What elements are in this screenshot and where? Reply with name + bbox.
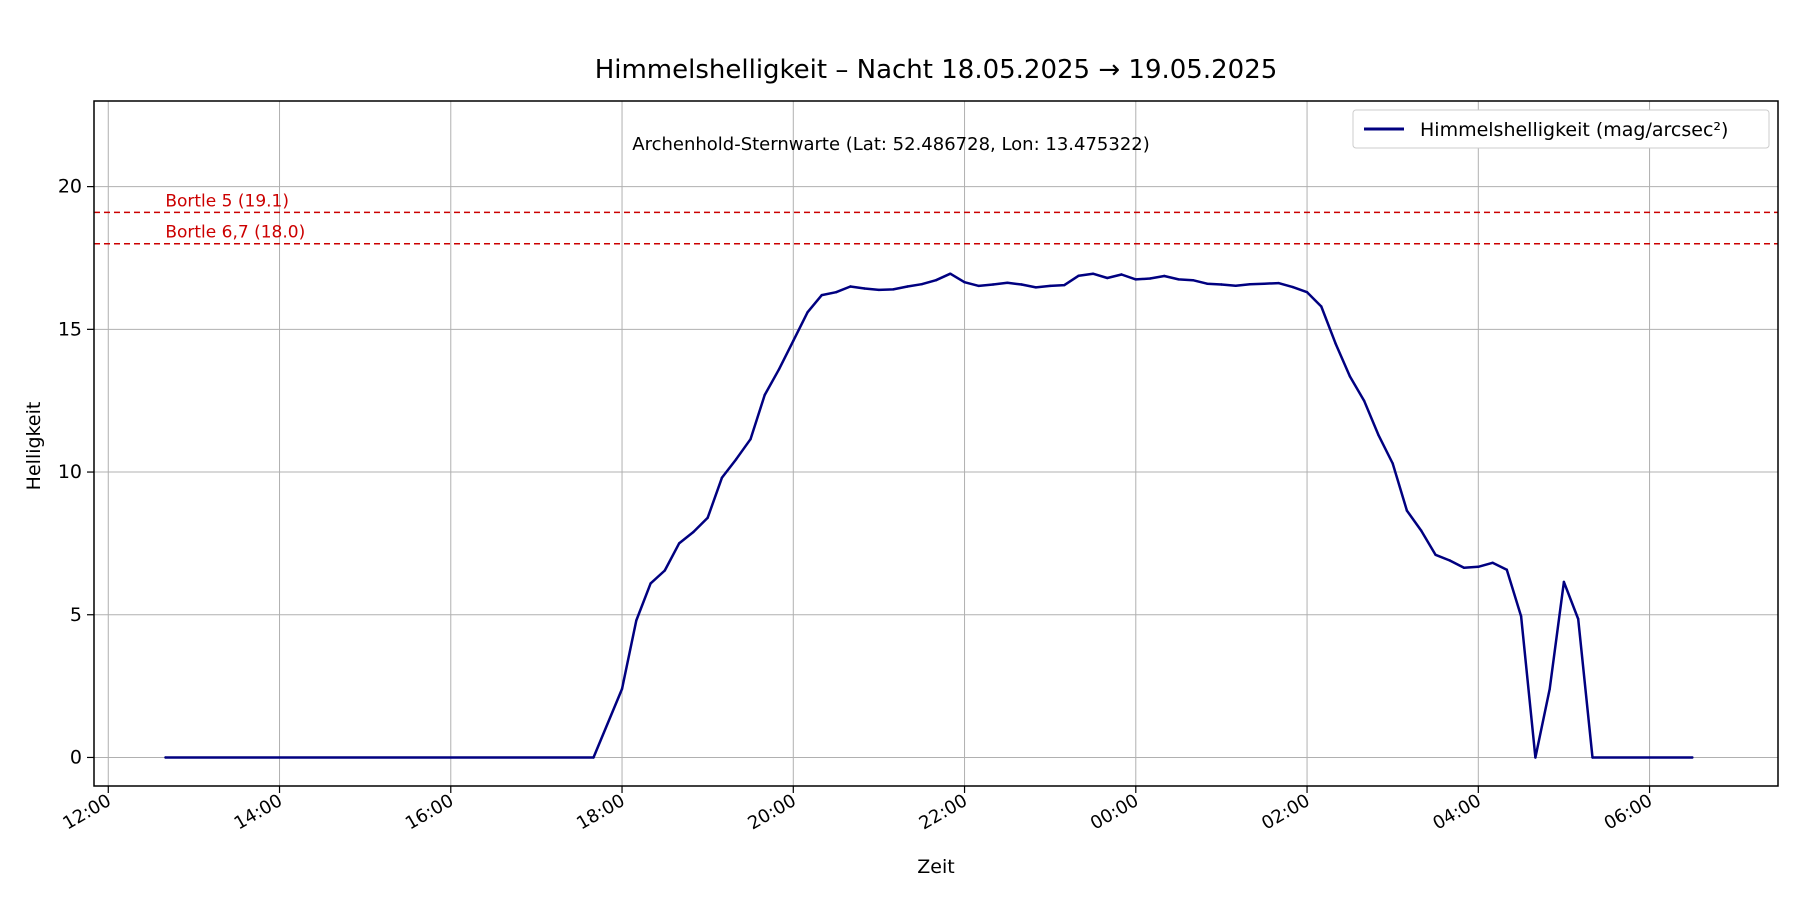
- data-point: [1291, 285, 1295, 289]
- data-point: [1691, 756, 1694, 759]
- data-point: [735, 458, 738, 461]
- y-tick-label: 5: [70, 604, 82, 626]
- data-point: [1034, 286, 1038, 289]
- data-point: [949, 272, 952, 275]
- data-point: [1220, 283, 1223, 286]
- data-point: [649, 582, 652, 585]
- plot-frame: [93, 100, 1779, 787]
- data-point: [977, 284, 980, 288]
- data-point: [1591, 756, 1594, 759]
- data-point: [1491, 561, 1494, 564]
- data-point: [1519, 615, 1523, 618]
- data-point: [1063, 283, 1066, 287]
- data-point: [1134, 278, 1138, 281]
- data-point: [863, 287, 866, 290]
- data-point: [692, 530, 695, 534]
- data-point: [1505, 568, 1509, 571]
- data-point: [1462, 566, 1466, 569]
- data-point: [1334, 342, 1337, 345]
- data-point: [1020, 283, 1023, 286]
- series-layer: [164, 272, 1694, 759]
- y-tick-label: 10: [58, 461, 82, 483]
- data-point: [592, 756, 595, 759]
- data-point: [1163, 274, 1166, 278]
- x-axis-label: Zeit: [917, 856, 954, 878]
- data-point: [1377, 433, 1380, 437]
- bortle-reference-label: Bortle 5 (19.1): [165, 191, 289, 211]
- data-point: [677, 542, 681, 545]
- data-point: [1448, 559, 1452, 562]
- data-point: [963, 281, 966, 284]
- data-point: [834, 291, 838, 294]
- data-point: [1191, 279, 1195, 282]
- legend-label: Himmelshelligkeit (mag/arcsec²): [1420, 119, 1728, 141]
- data-point: [1348, 375, 1352, 378]
- data-point: [1434, 553, 1437, 556]
- data-point: [1420, 529, 1423, 532]
- data-point: [820, 293, 823, 297]
- data-point: [877, 288, 881, 292]
- chart-subtitle: Archenhold-Sternwarte (Lat: 52.486728, L…: [632, 134, 1150, 155]
- chart-title: Himmelshelligkeit – Nacht 18.05.2025 → 1…: [595, 55, 1278, 85]
- legend-box: [1352, 109, 1770, 149]
- data-point: [906, 285, 909, 288]
- data-point: [1263, 282, 1266, 285]
- data-point: [1177, 278, 1180, 281]
- data-point: [706, 516, 709, 519]
- legend: Himmelshelligkeit (mag/arcsec²): [1352, 109, 1770, 149]
- data-point: [1405, 509, 1409, 512]
- y-tick-label: 20: [58, 176, 82, 198]
- data-point: [1234, 284, 1237, 287]
- series-line: [165, 272, 1693, 759]
- data-point: [1320, 305, 1323, 308]
- y-tick-label: 0: [70, 746, 82, 768]
- data-point: [1077, 274, 1080, 277]
- data-point: [164, 756, 167, 759]
- data-point: [763, 393, 766, 397]
- data-point: [1006, 281, 1009, 284]
- data-point: [1362, 399, 1366, 402]
- data-point: [720, 476, 724, 479]
- data-point: [1277, 281, 1280, 285]
- data-point: [1206, 282, 1209, 285]
- data-point: [1049, 284, 1052, 288]
- reference-lines: Bortle 5 (19.1) Bortle 6,7 (18.0): [94, 191, 1778, 245]
- data-point: [1148, 277, 1152, 280]
- data-point: [892, 288, 895, 291]
- data-point: [1305, 291, 1309, 294]
- y-tick-label: 15: [58, 318, 82, 340]
- data-point: [792, 339, 795, 342]
- data-point: [749, 438, 752, 441]
- data-point: [663, 569, 666, 572]
- data-point: [1477, 565, 1480, 568]
- data-point: [920, 283, 923, 286]
- bortle-reference-label: Bortle 6,7 (18.0): [165, 223, 305, 243]
- data-point: [635, 619, 638, 622]
- plot-area: Bortle 5 (19.1) Bortle 6,7 (18.0): [93, 100, 1779, 787]
- data-point: [849, 285, 852, 288]
- data-point: [1120, 273, 1123, 276]
- y-axis-ticks: 0 5 10 15 20: [58, 176, 94, 768]
- data-point: [1562, 580, 1566, 584]
- y-axis-label: Helligkeit: [23, 402, 45, 491]
- data-point: [1091, 272, 1095, 275]
- grid: [94, 101, 1778, 786]
- data-point: [806, 311, 809, 314]
- data-point: [1106, 276, 1109, 280]
- data-point: [1577, 617, 1580, 621]
- data-point: [1548, 687, 1551, 691]
- data-point: [1391, 462, 1394, 465]
- data-point: [620, 687, 624, 691]
- data-point: [777, 368, 781, 371]
- data-point: [991, 283, 995, 286]
- data-point: [1248, 283, 1252, 286]
- data-point: [1534, 756, 1537, 759]
- data-point: [934, 279, 938, 282]
